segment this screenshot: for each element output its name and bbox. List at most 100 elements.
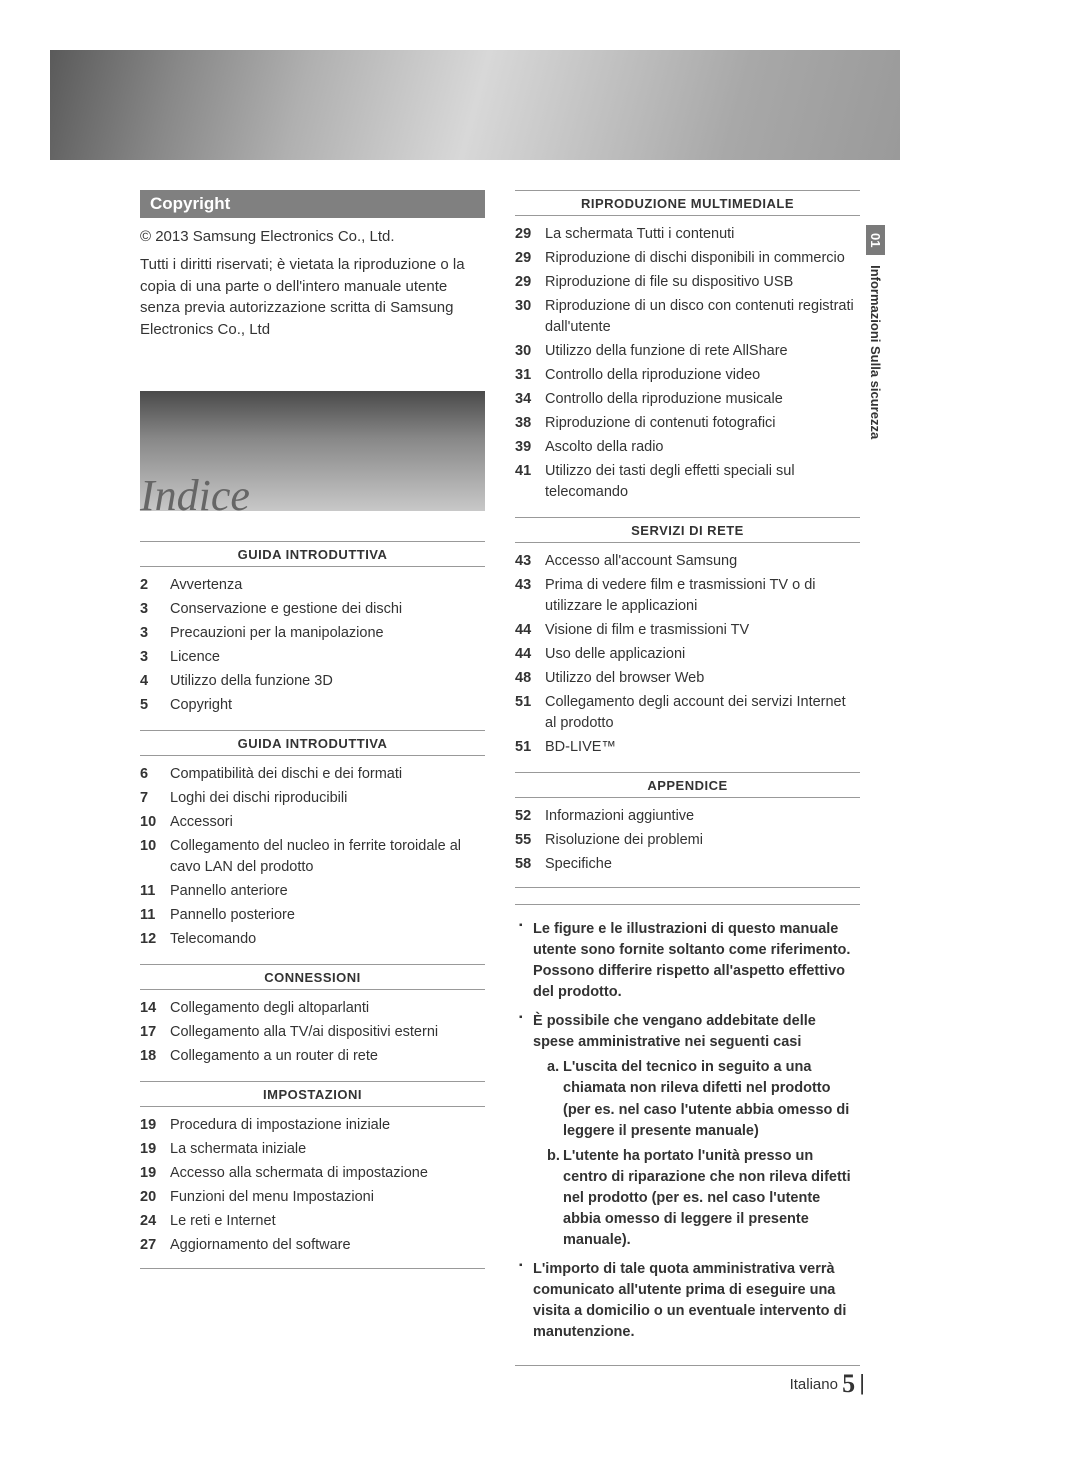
toc-page-number: 19 [140,1163,170,1184]
toc-page-number: 39 [515,437,545,458]
toc-page-number: 19 [140,1115,170,1136]
toc-label: Le reti e Internet [170,1211,485,1232]
note-sub-b: b. L'utente ha portato l'unità presso un… [547,1146,856,1251]
toc-label: Risoluzione dei problemi [545,830,860,851]
section-rule [515,887,860,888]
toc-page-number: 30 [515,341,545,362]
toc-page-number: 51 [515,737,545,758]
note-sub-a: a. L'uscita del tecnico in seguito a una… [547,1057,856,1141]
toc-label: Funzioni del menu Impostazioni [170,1187,485,1208]
toc-label: Informazioni aggiuntive [545,806,860,827]
toc-row: 34Controllo della riproduzione musicale [515,389,860,410]
toc-label: Collegamento a un router di rete [170,1046,485,1067]
toc-row: 30Riproduzione di un disco con contenuti… [515,296,860,338]
toc-page-number: 38 [515,413,545,434]
note-bullet: È possibile che vengano addebitate delle… [533,1011,856,1250]
toc-label: Utilizzo dei tasti degli effetti special… [545,461,860,503]
section-rule [140,1268,485,1269]
indice-title: Indice [140,470,250,521]
page-content: Copyright © 2013 Samsung Electronics Co.… [140,190,860,1366]
toc-row: 10Accessori [140,812,485,833]
toc-row: 27Aggiornamento del software [140,1235,485,1256]
toc-row: 44Uso delle applicazioni [515,644,860,665]
toc-row: 5Copyright [140,695,485,716]
toc-page-number: 52 [515,806,545,827]
toc-page-number: 55 [515,830,545,851]
toc-row: 51Collegamento degli account dei servizi… [515,692,860,734]
note-bullet: L'importo di tale quota amministrativa v… [533,1259,856,1343]
toc-label: Riproduzione di file su dispositivo USB [545,272,860,293]
toc-row: 24Le reti e Internet [140,1211,485,1232]
toc-row: 2Avvertenza [140,575,485,596]
toc-page-number: 7 [140,788,170,809]
toc-label: Collegamento degli account dei servizi I… [545,692,860,734]
toc-row: 43Prima di vedere film e trasmissioni TV… [515,575,860,617]
toc-row: 31Controllo della riproduzione video [515,365,860,386]
header-banner [50,50,900,160]
toc-row: 11Pannello anteriore [140,881,485,902]
toc-section-heading: IMPOSTAZIONI [140,1081,485,1107]
sub-text: L'utente ha portato l'unità presso un ce… [563,1146,856,1251]
toc-label: Copyright [170,695,485,716]
toc-label: Compatibilità dei dischi e dei formati [170,764,485,785]
toc-label: Riproduzione di contenuti fotografici [545,413,860,434]
toc-row: 10Collegamento del nucleo in ferrite tor… [140,836,485,878]
toc-row: 11Pannello posteriore [140,905,485,926]
toc-page-number: 5 [140,695,170,716]
toc-row: 39Ascolto della radio [515,437,860,458]
toc-page-number: 43 [515,575,545,617]
copyright-heading: Copyright [140,190,485,218]
toc-page-number: 29 [515,224,545,245]
toc-row: 55Risoluzione dei problemi [515,830,860,851]
toc-row: 4Utilizzo della funzione 3D [140,671,485,692]
toc-row: 41Utilizzo dei tasti degli effetti speci… [515,461,860,503]
toc-label: Accesso all'account Samsung [545,551,860,572]
toc-label: Utilizzo della funzione 3D [170,671,485,692]
toc-page-number: 29 [515,272,545,293]
toc-row: 3Licence [140,647,485,668]
toc-row: 38Riproduzione di contenuti fotografici [515,413,860,434]
toc-page-number: 41 [515,461,545,503]
toc-label: Licence [170,647,485,668]
toc-section-heading: GUIDA INTRODUTTIVA [140,541,485,567]
side-tab: 01 Informazioni Sulla sicurezza [866,225,885,439]
toc-section-heading: APPENDICE [515,772,860,798]
toc-page-number: 18 [140,1046,170,1067]
toc-label: Collegamento alla TV/ai dispositivi este… [170,1022,485,1043]
toc-label: Pannello posteriore [170,905,485,926]
toc-row: 14Collegamento degli altoparlanti [140,998,485,1019]
toc-page-number: 27 [140,1235,170,1256]
toc-row: 29La schermata Tutti i contenuti [515,224,860,245]
toc-row: 48Utilizzo del browser Web [515,668,860,689]
toc-label: Conservazione e gestione dei dischi [170,599,485,620]
toc-label: Ascolto della radio [545,437,860,458]
toc-row: 7Loghi dei dischi riproducibili [140,788,485,809]
toc-page-number: 31 [515,365,545,386]
toc-label: Riproduzione di un disco con contenuti r… [545,296,860,338]
footer-lang: Italiano [790,1376,838,1393]
toc-page-number: 19 [140,1139,170,1160]
note-sublist: a. L'uscita del tecnico in seguito a una… [533,1057,856,1250]
toc-row: 51BD-LIVE™ [515,737,860,758]
toc-page-number: 24 [140,1211,170,1232]
toc-label: Precauzioni per la manipolazione [170,623,485,644]
side-tab-num: 01 [866,225,885,255]
toc-label: Avvertenza [170,575,485,596]
toc-label: Utilizzo della funzione di rete AllShare [545,341,860,362]
toc-row: 44Visione di film e trasmissioni TV [515,620,860,641]
toc-page-number: 12 [140,929,170,950]
toc-page-number: 11 [140,881,170,902]
footer-bar: | [859,1370,865,1395]
toc-page-number: 2 [140,575,170,596]
note-bullet: Le figure e le illustrazioni di questo m… [533,919,856,1003]
toc-label: Visione di film e trasmissioni TV [545,620,860,641]
side-tab-text: Informazioni Sulla sicurezza [868,265,883,439]
toc-label: Loghi dei dischi riproducibili [170,788,485,809]
toc-page-number: 43 [515,551,545,572]
toc-page-number: 3 [140,599,170,620]
toc-row: 29Riproduzione di file su dispositivo US… [515,272,860,293]
sub-marker: b. [547,1146,563,1251]
toc-page-number: 4 [140,671,170,692]
toc-label: Procedura di impostazione iniziale [170,1115,485,1136]
toc-label: Accessori [170,812,485,833]
